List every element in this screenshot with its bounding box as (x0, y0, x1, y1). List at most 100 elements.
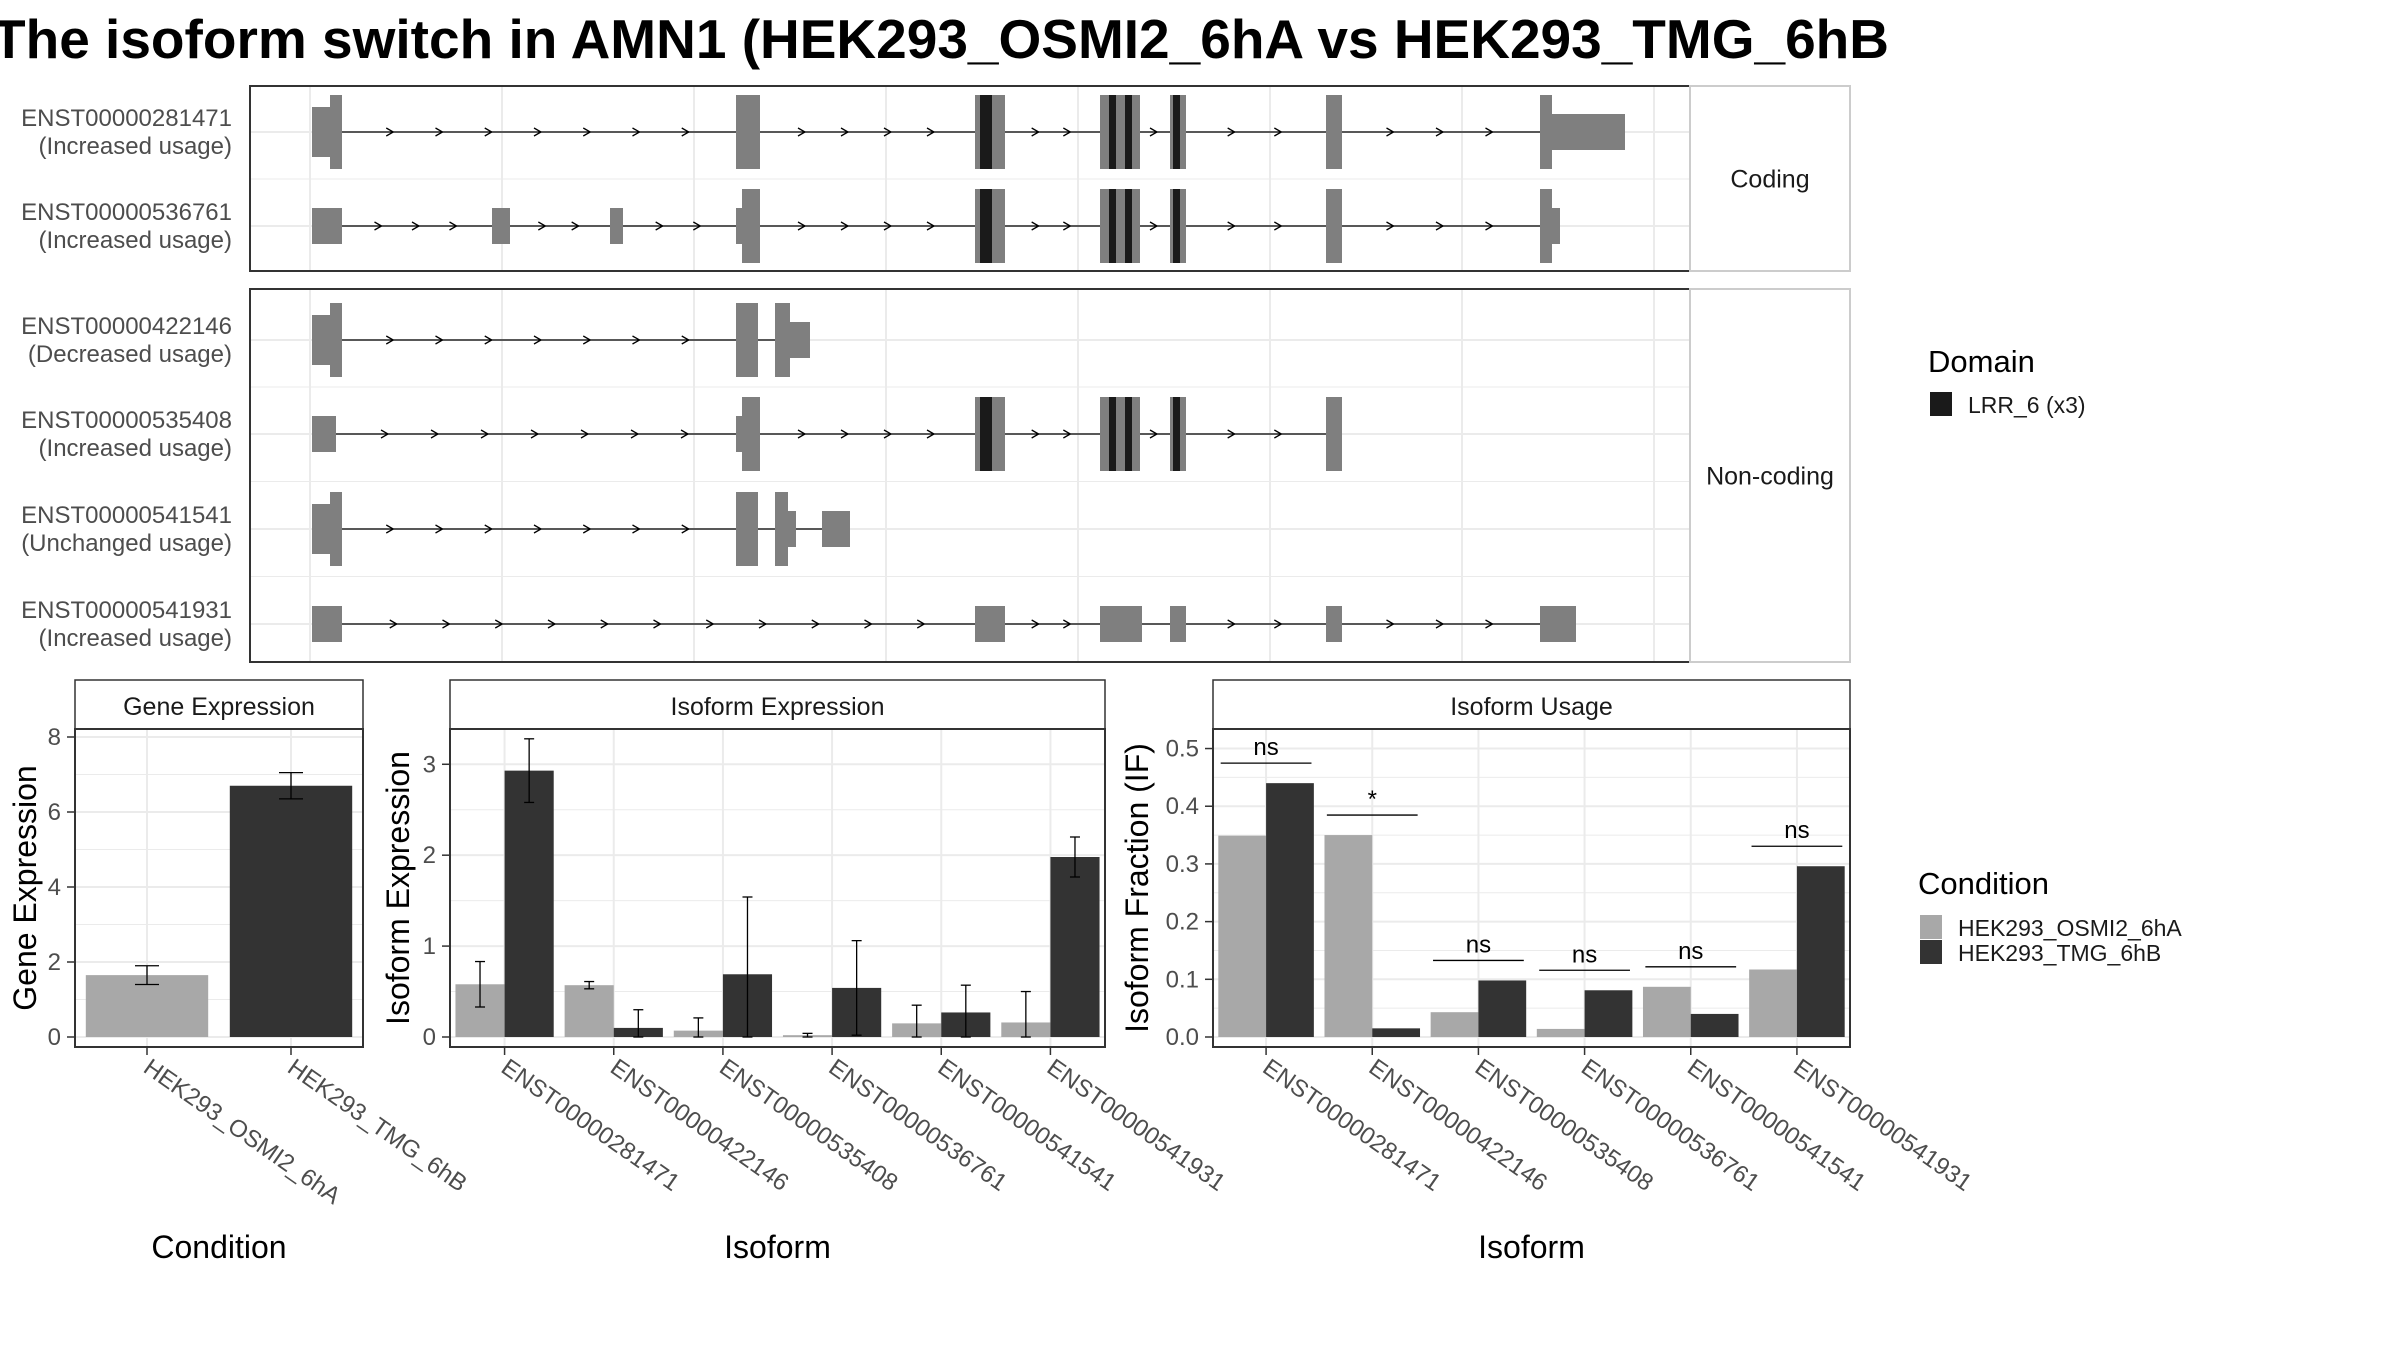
domain-legend-swatch (1930, 392, 1952, 416)
transcript-id-label: ENST00000535408 (21, 407, 232, 434)
exon-block (993, 397, 1005, 471)
x-tick-label: ENST00000541541 (933, 1054, 1121, 1197)
y-tick-label: 0 (423, 1024, 436, 1051)
intron-arrow (1063, 127, 1072, 137)
domain-block (1125, 189, 1132, 263)
intron-arrow (681, 524, 691, 534)
exon-block (1118, 95, 1125, 169)
panel-title: Gene Expression (123, 693, 315, 721)
intron-arrow (926, 221, 936, 231)
intron-arrow (1031, 619, 1040, 629)
intron-arrow (533, 524, 543, 534)
intron-arrow (1386, 619, 1395, 629)
exon-block (312, 208, 342, 244)
x-tick-label: ENST00000541541 (1682, 1054, 1870, 1197)
panel-title-strip (449, 679, 1106, 730)
intron-arrow (864, 619, 873, 629)
transcript-usage-label: (Decreased usage) (28, 341, 232, 368)
intron-arrow (1031, 127, 1040, 137)
exon-block (1170, 606, 1186, 642)
intron-arrow (758, 619, 768, 629)
intron-arrow (530, 429, 540, 439)
domain-legend-label: LRR_6 (x3) (1968, 392, 2086, 418)
facet-label-1: Non-coding (1706, 463, 1834, 491)
bar (564, 985, 614, 1037)
intron-arrow (630, 429, 640, 439)
intron-arrow (582, 335, 592, 345)
intron-arrow (411, 221, 421, 231)
intron-arrow (494, 619, 504, 629)
exon-block (993, 95, 1005, 169)
exon-block (312, 606, 342, 642)
x-tick-label: ENST00000535408 (1470, 1054, 1658, 1197)
intron-arrow (389, 619, 399, 629)
intron-arrow (435, 524, 444, 534)
domain-block (980, 397, 992, 471)
intron-arrow (883, 127, 893, 137)
panel-border (449, 728, 1106, 1048)
intron-arrow (380, 429, 390, 439)
exon-block (1132, 189, 1140, 263)
exon-block (775, 492, 788, 566)
facet-strip-0 (1689, 85, 1851, 272)
condition-legend-title: Condition (1918, 866, 2049, 901)
intron-arrow (1274, 619, 1283, 629)
significance-label: ns (1466, 931, 1491, 958)
transcript-id-label: ENST00000281471 (21, 105, 232, 132)
panel-border (74, 728, 364, 1048)
exon-block (312, 107, 330, 157)
exon-block (788, 511, 796, 547)
panel-border (1212, 728, 1851, 1048)
panel-title-strip (74, 679, 364, 730)
intron-arrow (1274, 127, 1283, 137)
intron-arrow (705, 619, 715, 629)
condition-legend-label-a: HEK293_OSMI2_6hA (1958, 915, 2182, 941)
intron-arrow (1485, 619, 1494, 629)
y-tick-label: 3 (423, 751, 436, 778)
intron-arrow (374, 221, 383, 231)
significance-label: * (1368, 786, 1377, 813)
condition-legend-label-b: HEK293_TMG_6hB (1958, 940, 2161, 966)
intron-arrow (1149, 221, 1159, 231)
exon-block (1118, 189, 1125, 263)
intron-arrow (1274, 221, 1283, 231)
condition-legend: Condition HEK293_OSMI2_6hA HEK293_TMG_6h… (1918, 866, 2182, 966)
transcript-usage-label: (Increased usage) (39, 625, 232, 652)
condition-legend-swatch-b (1920, 940, 1942, 964)
domain-block (1109, 189, 1116, 263)
intron-arrow (484, 127, 494, 137)
exon-block (330, 303, 342, 377)
intron-arrow (680, 429, 690, 439)
transcript-usage-label: (Increased usage) (39, 133, 232, 160)
intron-arrow (1227, 127, 1236, 137)
significance-label: ns (1253, 734, 1278, 761)
intron-arrow (435, 127, 444, 137)
intron-arrow (484, 524, 494, 534)
exon-block (1552, 208, 1560, 244)
exon-block (1540, 189, 1552, 263)
y-tick-label: 8 (48, 724, 61, 751)
significance-label: ns (1572, 941, 1597, 968)
exon-block (1182, 95, 1186, 169)
intron-arrow (1149, 429, 1159, 439)
x-tick-label: ENST00000281471 (1258, 1054, 1446, 1197)
transcript-usage-label: (Unchanged usage) (21, 530, 232, 557)
x-tick-label: ENST00000422146 (605, 1054, 793, 1197)
y-tick-label: 0.4 (1166, 793, 1199, 820)
significance-label: ns (1678, 938, 1703, 965)
exon-block (330, 492, 342, 566)
intron-arrow (916, 619, 926, 629)
bar (1324, 835, 1373, 1037)
bar (85, 975, 209, 1037)
intron-arrow (681, 127, 691, 137)
x-tick-label: ENST00000541931 (1788, 1054, 1976, 1197)
intron-arrow (430, 429, 440, 439)
exon-block (822, 511, 850, 547)
exon-block (975, 606, 1005, 642)
exon-block (1100, 95, 1108, 169)
intron-arrow (385, 127, 395, 137)
exon-block (742, 397, 760, 471)
exon-block (1540, 606, 1576, 642)
bar (1430, 1012, 1479, 1037)
